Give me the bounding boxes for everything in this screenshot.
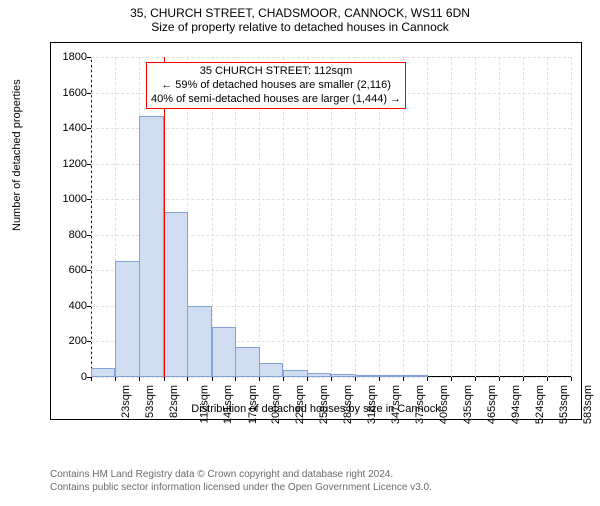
ytick-label: 1800	[53, 51, 87, 63]
histogram-bar	[235, 347, 259, 377]
grid-v	[547, 57, 548, 377]
ytick-label: 1000	[53, 193, 87, 205]
ytick-label: 200	[53, 335, 87, 347]
grid-v	[523, 57, 524, 377]
grid-v	[427, 57, 428, 377]
histogram-bar	[379, 375, 403, 377]
histogram-bar	[139, 116, 163, 377]
histogram-bar	[212, 327, 236, 377]
y-axis-label: Number of detached properties	[11, 79, 23, 231]
histogram-bar	[115, 261, 139, 377]
annotation-line: 35 CHURCH STREET: 112sqm	[151, 65, 401, 79]
grid-v	[451, 57, 452, 377]
footer-line-1: Contains HM Land Registry data © Crown c…	[50, 468, 432, 481]
histogram-bar	[283, 370, 307, 377]
histogram-bar	[164, 212, 188, 377]
ytick-label: 1600	[53, 87, 87, 99]
histogram-bar	[187, 306, 211, 377]
annotation-line: ← 59% of detached houses are smaller (2,…	[151, 79, 401, 93]
histogram-bar	[331, 374, 355, 377]
ytick-label: 1400	[53, 122, 87, 134]
histogram-bar	[307, 373, 331, 377]
histogram-bar	[355, 375, 379, 377]
ytick-label: 600	[53, 264, 87, 276]
title-line-2: Size of property relative to detached ho…	[0, 20, 600, 34]
ytick-label: 0	[53, 371, 87, 383]
ytick-label: 400	[53, 300, 87, 312]
x-axis-label: Distribution of detached houses by size …	[51, 403, 581, 415]
annotation-box: 35 CHURCH STREET: 112sqm← 59% of detache…	[146, 62, 406, 109]
grid-v	[91, 57, 92, 377]
grid-v	[571, 57, 572, 377]
footer-attribution: Contains HM Land Registry data © Crown c…	[50, 468, 432, 494]
footer-line-2: Contains public sector information licen…	[50, 481, 432, 494]
ytick-label: 800	[53, 229, 87, 241]
chart-frame: Number of detached properties 23sqm53sqm…	[50, 42, 582, 420]
ytick-label: 1200	[53, 158, 87, 170]
histogram-bar	[91, 368, 115, 377]
grid-v	[475, 57, 476, 377]
histogram-bar	[259, 363, 283, 377]
title-line-1: 35, CHURCH STREET, CHADSMOOR, CANNOCK, W…	[0, 6, 600, 20]
grid-v	[499, 57, 500, 377]
plot-area: 23sqm53sqm82sqm112sqm141sqm171sqm200sqm2…	[91, 57, 571, 377]
chart-titles: 35, CHURCH STREET, CHADSMOOR, CANNOCK, W…	[0, 6, 600, 34]
annotation-line: 40% of semi-detached houses are larger (…	[151, 93, 401, 107]
histogram-bar	[403, 375, 427, 377]
